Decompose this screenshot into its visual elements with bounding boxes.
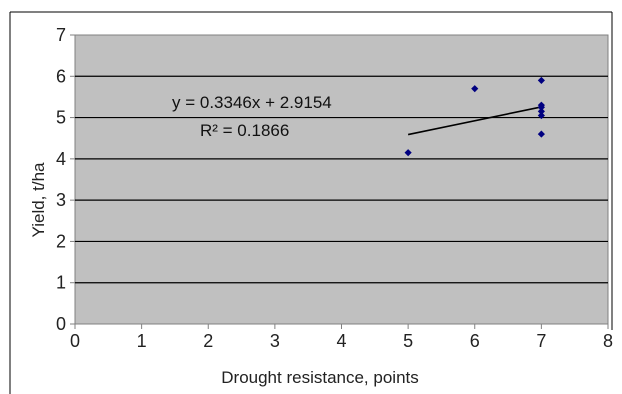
- y-axis-ticks: 0 1 2 3 4 5 6 7: [56, 25, 75, 334]
- y-tick-label: 5: [56, 108, 66, 128]
- plot-area: [74, 34, 609, 325]
- r-squared-label: R² = 0.1866: [200, 121, 289, 140]
- gridlines: [75, 75, 608, 284]
- y-tick-label: 0: [56, 314, 66, 334]
- y-tick-label: 4: [56, 149, 66, 169]
- data-point: [537, 130, 545, 138]
- trendline-group: [407, 106, 542, 136]
- y-tick-label: 6: [56, 66, 66, 86]
- x-tick-label: 3: [270, 331, 280, 351]
- x-tick-label: 0: [70, 331, 80, 351]
- data-point: [537, 103, 545, 111]
- x-tick-label: 4: [336, 331, 346, 351]
- data-point: [404, 149, 412, 157]
- y-tick-label: 7: [56, 25, 66, 45]
- x-tick-label: 6: [470, 331, 480, 351]
- x-axis-title: Drought resistance, points: [221, 368, 419, 387]
- y-tick-label: 2: [56, 231, 66, 251]
- data-point: [537, 107, 545, 115]
- y-tick-label: 1: [56, 273, 66, 293]
- data-point: [537, 76, 545, 85]
- trendline: [407, 106, 542, 136]
- data-point: [537, 111, 545, 120]
- x-tick-label: 2: [203, 331, 213, 351]
- x-tick-label: 1: [137, 331, 147, 351]
- x-tick-label: 5: [403, 331, 413, 351]
- y-tick-label: 3: [56, 190, 66, 210]
- data-point: [471, 85, 479, 93]
- x-tick-label: 7: [536, 331, 546, 351]
- trendline-equation: y = 0.3346x + 2.9154: [172, 93, 332, 112]
- y-axis-title: Yield, t/ha: [29, 162, 48, 238]
- data-points: [404, 76, 545, 157]
- x-tick-label: 8: [603, 331, 613, 351]
- x-axis-ticks: 0 1 2 3 4 5 6 7 8: [70, 324, 613, 351]
